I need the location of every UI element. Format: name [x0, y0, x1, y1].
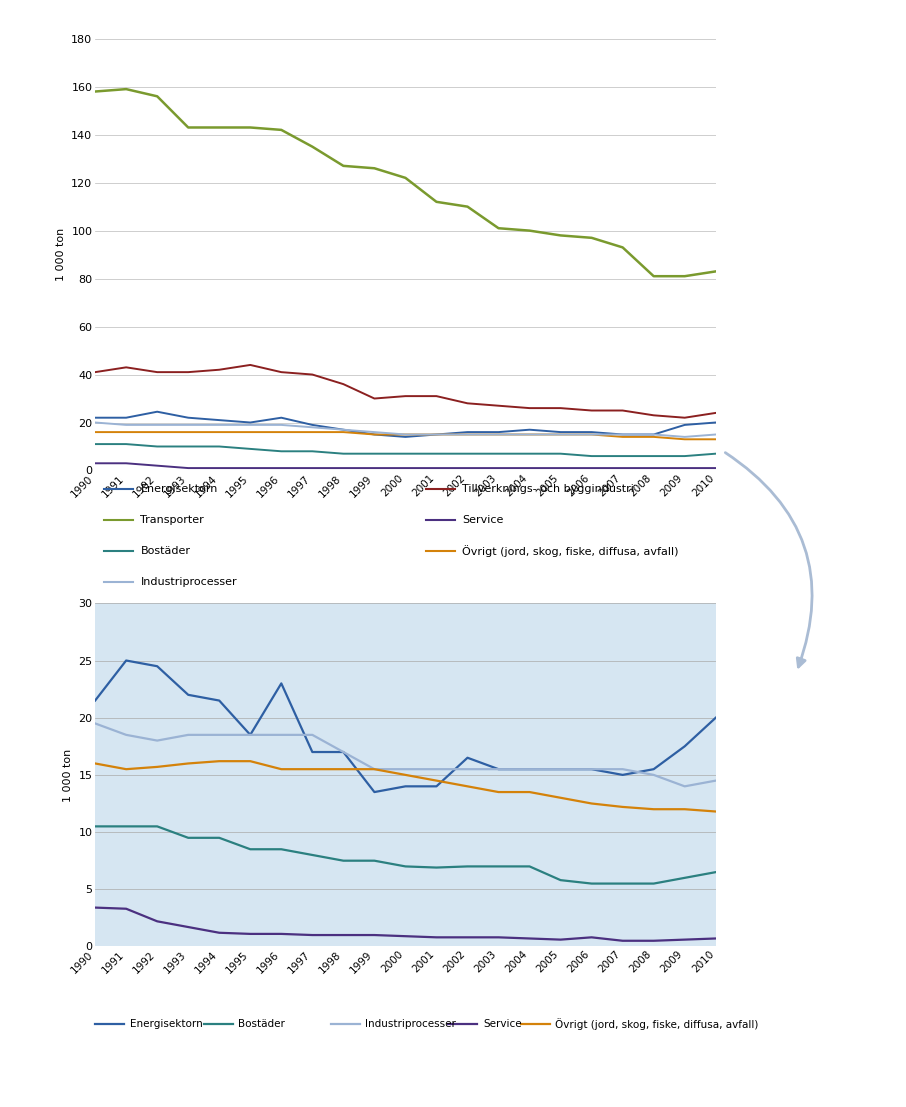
Text: Energisektorn: Energisektorn: [130, 1018, 202, 1030]
Text: Övrigt (jord, skog, fiske, diffusa, avfall): Övrigt (jord, skog, fiske, diffusa, avfa…: [555, 1018, 758, 1030]
Y-axis label: 1 000 ton: 1 000 ton: [55, 228, 65, 281]
Text: Service: Service: [483, 1018, 522, 1030]
Text: Industriprocesser: Industriprocesser: [365, 1018, 456, 1030]
Text: Transporter: Transporter: [140, 515, 204, 526]
Text: Bostäder: Bostäder: [238, 1018, 285, 1030]
Text: Service: Service: [462, 515, 504, 526]
Text: Energisektorn: Energisektorn: [140, 484, 217, 495]
FancyArrowPatch shape: [726, 453, 812, 668]
Text: Tillverknings- och byggindustri: Tillverknings- och byggindustri: [462, 484, 634, 495]
Y-axis label: 1 000 ton: 1 000 ton: [63, 748, 72, 801]
Text: Bostäder: Bostäder: [140, 546, 190, 557]
Text: Övrigt (jord, skog, fiske, diffusa, avfall): Övrigt (jord, skog, fiske, diffusa, avfa…: [462, 546, 679, 557]
Text: Industriprocesser: Industriprocesser: [140, 577, 237, 588]
